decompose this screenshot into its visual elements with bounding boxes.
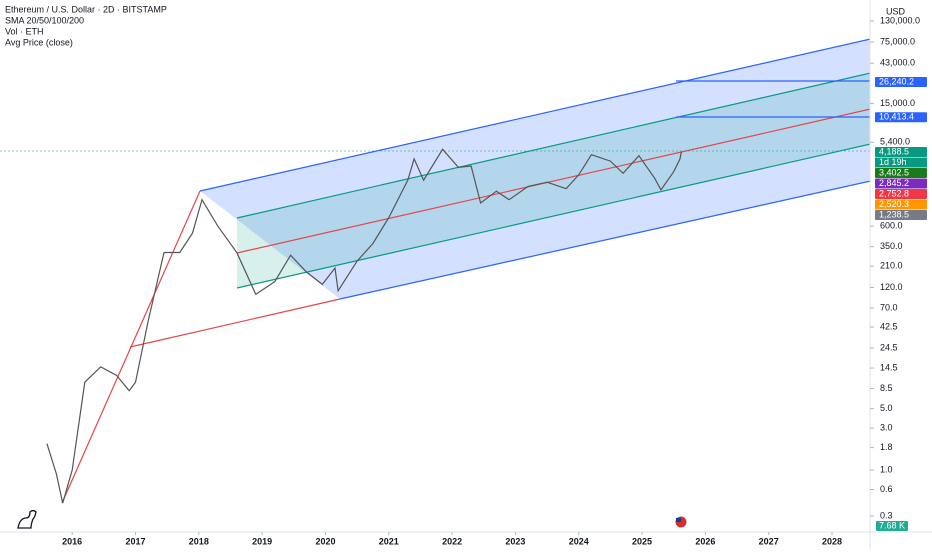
indicator: Vol · ETH — [5, 26, 44, 36]
price-tag — [875, 199, 927, 210]
price-tag-label: 1,238.5 — [879, 209, 909, 219]
plot — [46, 148, 682, 504]
inner-lower — [236, 143, 870, 289]
channel-lower — [339, 180, 870, 300]
y-tick-label: 0.3 — [880, 510, 893, 520]
x-tick-label: 2024 — [569, 536, 589, 546]
price-tag-label: 2,845.2 — [879, 178, 909, 188]
price-tag — [875, 168, 927, 179]
y-tick-label: 600.0 — [880, 220, 903, 230]
symbol-title: Ethereum / U.S. Dollar · 2D · BITSTAMP — [5, 4, 167, 14]
y-tick-label: 24.5 — [880, 342, 898, 352]
channel-fill — [200, 39, 870, 299]
price-tag — [875, 147, 927, 158]
channel-upper — [199, 38, 870, 192]
inner-upper — [236, 72, 870, 219]
x-tick-label: 2016 — [62, 536, 82, 546]
y-tick-label: 43,000.0 — [880, 58, 915, 68]
indicator: SMA 20/50/100/200 — [5, 15, 84, 25]
pitchfork-base — [129, 298, 341, 348]
currency: USD — [886, 6, 906, 16]
price-tag-label: 26,240.2 — [879, 76, 914, 86]
price-tag — [875, 77, 927, 88]
median-line — [236, 108, 870, 254]
price-tag-label: 2,752.8 — [879, 188, 909, 198]
x-tick-label: 2018 — [189, 536, 209, 546]
y-tick-label: 120.0 — [880, 282, 903, 292]
y-tick-label: 0.6 — [880, 484, 893, 494]
y-tick-label: 210.0 — [880, 261, 903, 271]
x-tick-label: 2028 — [822, 536, 842, 546]
x-tick-label: 2023 — [505, 536, 525, 546]
y-tick-label: 1.8 — [880, 442, 893, 452]
drawings — [0, 38, 870, 504]
y-tick-label: 15,000.0 — [880, 98, 915, 108]
y-tick-label: 70.0 — [880, 302, 898, 312]
countdown: 1d 19h — [879, 157, 907, 167]
y-tick-label: 1.0 — [880, 464, 893, 474]
y-tick-label: 350.0 — [880, 241, 903, 251]
price-tag — [875, 112, 927, 123]
x-tick-label: 2022 — [442, 536, 462, 546]
price-tag-label: 4,188.5 — [879, 146, 909, 156]
y-tick-label: 5,400.0 — [880, 137, 910, 147]
y-tick-label: 75,000.0 — [880, 36, 915, 46]
price-line — [46, 148, 682, 504]
event-flag-canton — [676, 518, 681, 522]
price-tag-label: 10,413.4 — [879, 112, 914, 122]
logo — [17, 509, 37, 529]
y-tick-label: 5.0 — [880, 403, 893, 413]
y-tick-label: 130,000.0 — [880, 15, 920, 25]
x-tick-label: 2027 — [759, 536, 779, 546]
x-tick-label: 2026 — [695, 536, 715, 546]
volume-tag — [876, 521, 908, 531]
x-tick-label: 2025 — [632, 536, 652, 546]
volume-label: 7.68 K — [879, 520, 905, 530]
price-tag-label: 3,402.5 — [879, 167, 909, 177]
x-tick-label: 2021 — [379, 536, 399, 546]
y-tick-label: 42.5 — [880, 321, 898, 331]
y-tick-label: 3.0 — [880, 423, 893, 433]
x-tick-label: 2019 — [252, 536, 272, 546]
y-tick-label: 14.5 — [880, 362, 898, 372]
price-tag — [875, 210, 927, 221]
y-tick-label: 8.5 — [880, 383, 893, 393]
countdown-tag — [875, 157, 927, 168]
price-tag — [875, 178, 927, 189]
x-tick-label: 2020 — [315, 536, 335, 546]
indicator: Avg Price (close) — [5, 37, 73, 47]
price-tag-label: 2,520.3 — [879, 199, 909, 209]
x-tick-label: 2017 — [125, 536, 145, 546]
price-tag — [875, 189, 927, 200]
